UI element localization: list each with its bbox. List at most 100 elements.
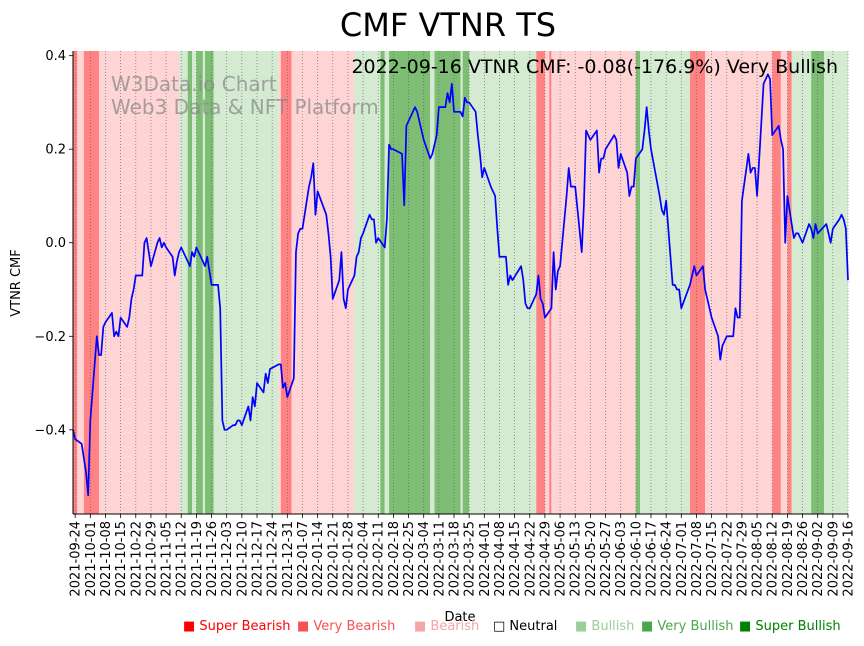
x-tick-label-20: 2022-02-11 [372, 521, 387, 597]
band-very_bullish-7 [196, 51, 203, 514]
band-bullish-4 [179, 51, 188, 514]
x-tick-label-41: 2022-07-08 [690, 521, 705, 597]
band-bearish-3 [98, 51, 180, 514]
x-tick-label-18: 2022-01-28 [341, 521, 356, 597]
x-tick-label-15: 2022-01-07 [296, 521, 311, 597]
band-bullish-10 [213, 51, 279, 514]
band-bearish-24 [544, 51, 550, 514]
x-tick-label-46: 2022-08-12 [766, 521, 781, 597]
band-bullish-16 [384, 51, 390, 514]
x-tick-label-24: 2022-03-11 [432, 521, 447, 597]
y-axis-label: VTNR CMF [9, 249, 24, 317]
x-tick-label-49: 2022-09-02 [811, 521, 826, 597]
x-tick-label-22: 2022-02-25 [402, 521, 417, 597]
x-tick-label-25: 2022-03-18 [448, 521, 463, 597]
x-tick-label-11: 2021-12-10 [235, 521, 250, 597]
x-tick-label-5: 2021-10-29 [144, 521, 159, 597]
x-tick-label-17: 2022-01-21 [326, 521, 341, 597]
band-bullish-37 [824, 51, 848, 514]
band-bearish-31 [713, 51, 773, 514]
chart-title: CMF VTNR TS [340, 6, 556, 44]
band-bullish-20 [460, 51, 463, 514]
x-tick-label-50: 2022-09-09 [826, 521, 841, 597]
legend-item-bullish: ■ Bullish [575, 619, 635, 634]
x-axis-label: Date [444, 610, 475, 625]
legend-item-neutral: □ Neutral [493, 619, 558, 634]
band-very_bullish-21 [462, 51, 470, 514]
x-tick-label-26: 2022-03-25 [463, 521, 478, 597]
band-bullish-14 [354, 51, 381, 514]
x-tick-label-7: 2021-11-12 [175, 521, 190, 597]
x-tick-label-4: 2021-10-22 [129, 521, 144, 597]
x-tick-label-39: 2022-06-24 [660, 521, 675, 597]
band-very_bearish-29 [689, 51, 706, 514]
band-very_bearish-25 [549, 51, 552, 514]
y-tick-label-1: 0.2 [45, 143, 66, 158]
x-tick-label-23: 2022-03-04 [417, 521, 432, 597]
x-tick-label-44: 2022-07-29 [735, 521, 750, 597]
band-very_bearish-2 [83, 51, 99, 514]
band-bullish-8 [202, 51, 206, 514]
x-tick-label-36: 2022-06-03 [614, 521, 629, 597]
x-tick-label-34: 2022-05-20 [584, 521, 599, 597]
x-tick-label-2: 2021-10-08 [99, 521, 114, 597]
legend-item-bearish: ■ Bearish [414, 619, 480, 634]
band-bearish-33 [780, 51, 788, 514]
x-tick-label-31: 2022-04-29 [538, 521, 553, 597]
cmf-series [72, 73, 849, 497]
band-very_bullish-15 [380, 51, 385, 514]
band-bullish-6 [192, 51, 197, 514]
x-tick-label-48: 2022-08-26 [796, 521, 811, 597]
x-ticks: 2021-09-24 2021-10-01 2021-10-08 2021-10-15… [69, 514, 857, 597]
x-tick-label-19: 2022-02-04 [357, 521, 372, 597]
band-very_bullish-9 [205, 51, 214, 514]
y-tick-label-2: 0.0 [45, 236, 66, 251]
series-line-0 [72, 73, 849, 497]
x-tick-label-9: 2021-11-26 [205, 521, 220, 597]
legend: ■ Super Bearish ■ Very Bearish ■ Bearish □ … [0, 619, 864, 639]
band-bearish-26 [551, 51, 636, 514]
legend-item-very-bullish: ■ Very Bullish [641, 619, 734, 634]
axes [72, 51, 848, 515]
y-ticks: 0.4 0.2 0.0 −0.2 −0.4 [34, 49, 73, 438]
x-tick-label-12: 2021-12-17 [251, 521, 266, 597]
x-tick-label-40: 2022-07-01 [675, 521, 690, 597]
x-tick-label-21: 2022-02-18 [387, 521, 402, 597]
band-bearish-13 [291, 51, 355, 514]
y-tick-label-4: −0.4 [34, 423, 66, 438]
x-tick-label-32: 2022-05-06 [554, 521, 569, 597]
chart-annotation: 2022-09-16 VTNR CMF: -0.08(-176.9%) Very… [351, 56, 838, 78]
band-bearish-30 [705, 51, 714, 514]
x-tick-label-35: 2022-05-27 [599, 521, 614, 597]
x-tick-label-37: 2022-06-10 [629, 521, 644, 597]
legend-item-super-bearish: ■ Super Bearish [183, 619, 291, 634]
x-tick-label-38: 2022-06-17 [645, 521, 660, 597]
band-very_bearish-34 [787, 51, 792, 514]
x-tick-label-0: 2021-09-24 [69, 521, 84, 597]
x-tick-label-30: 2022-04-22 [523, 521, 538, 597]
x-tick-label-10: 2021-12-03 [220, 521, 235, 597]
watermark-line-2: Web3 Data & NFT Platform [111, 95, 379, 119]
x-tick-label-28: 2022-04-08 [493, 521, 508, 597]
vertical-grid [74, 51, 849, 514]
x-tick-label-47: 2022-08-19 [781, 521, 796, 597]
x-tick-label-14: 2021-12-31 [281, 521, 296, 597]
x-tick-label-51: 2022-09-16 [842, 521, 857, 597]
band-bullish-22 [469, 51, 537, 514]
legend-item-very-bearish: ■ Very Bearish [297, 619, 396, 634]
x-tick-label-6: 2021-11-05 [160, 521, 175, 597]
band-very_bullish-27 [635, 51, 641, 514]
x-tick-label-3: 2021-10-15 [114, 521, 129, 597]
sentiment-bands [73, 51, 848, 514]
watermark: W3Data.io Chart Web3 Data & NFT Platform [111, 72, 379, 119]
y-tick-label-3: −0.2 [34, 330, 66, 345]
band-bearish-11 [278, 51, 281, 514]
x-tick-label-16: 2022-01-14 [311, 521, 326, 597]
band-bullish-18 [430, 51, 435, 514]
x-tick-label-27: 2022-04-01 [478, 521, 493, 597]
band-bullish-35 [791, 51, 812, 514]
x-tick-label-33: 2022-05-13 [569, 521, 584, 597]
watermark-line-1: W3Data.io Chart [111, 72, 277, 96]
x-tick-label-8: 2021-11-19 [190, 521, 205, 597]
